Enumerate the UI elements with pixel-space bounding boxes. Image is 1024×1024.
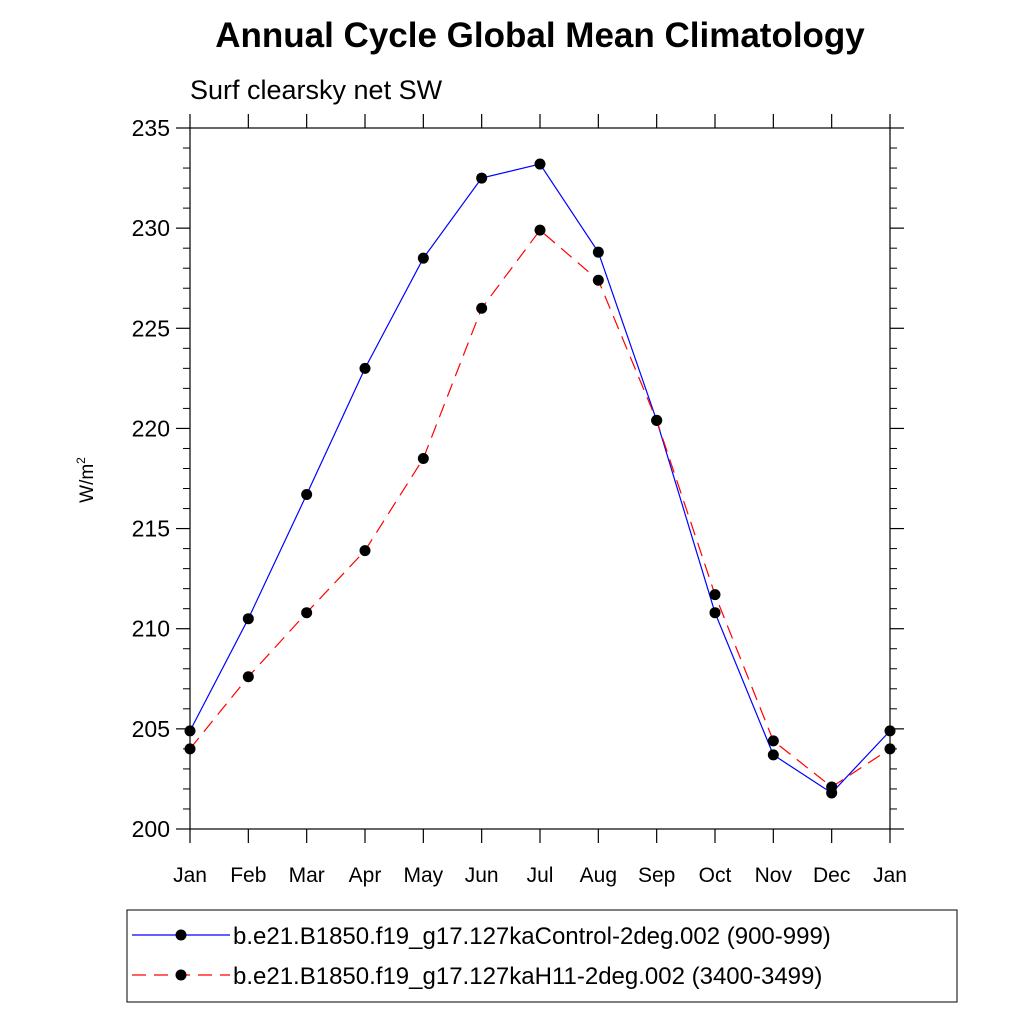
legend-marker — [175, 929, 187, 941]
x-tick-label: Jan — [873, 864, 907, 887]
x-tick-label: Jun — [465, 864, 499, 887]
x-tick-label: Jan — [173, 864, 207, 887]
data-point — [476, 172, 488, 184]
legend-marker — [175, 969, 187, 981]
series-1 — [184, 158, 896, 799]
chart-title: Annual Cycle Global Mean Climatology — [215, 16, 865, 55]
x-tick-label: Feb — [230, 864, 266, 887]
x-tick-label: Jul — [527, 864, 554, 887]
data-point — [592, 246, 604, 258]
series-line — [189, 229, 891, 788]
data-point — [476, 302, 488, 314]
y-tick-label: 225 — [132, 315, 170, 341]
data-point — [242, 671, 254, 683]
series-layer — [184, 158, 896, 799]
y-tick-label: 215 — [132, 516, 170, 542]
series-line — [189, 163, 891, 794]
legend: b.e21.B1850.f19_g17.127kaControl-2deg.00… — [126, 909, 958, 1003]
y-axis-label-superscript: 2 — [74, 457, 88, 464]
y-axis-label-text: W/m — [77, 464, 98, 503]
data-point — [767, 749, 779, 761]
data-point — [301, 607, 313, 619]
data-point — [651, 414, 663, 426]
data-point — [767, 735, 779, 747]
y-tick-label: 230 — [132, 215, 170, 241]
data-point — [884, 725, 896, 737]
x-tick-label: Apr — [349, 864, 382, 887]
data-point — [826, 781, 838, 793]
data-point — [709, 589, 721, 601]
y-axis-label: W/m2 — [74, 457, 98, 503]
x-tick-label: May — [403, 864, 443, 887]
data-point — [592, 274, 604, 286]
plot-axes: 200 205 210 215 220 225 230 235 Jan Feb Mar Apr May J… — [74, 114, 907, 887]
x-tick-label: Mar — [289, 864, 325, 887]
series-2 — [184, 224, 896, 793]
data-point — [301, 489, 313, 501]
legend-item: b.e21.B1850.f19_g17.127kaH11-2deg.002 (3… — [132, 963, 822, 990]
x-tick-label: Sep — [638, 864, 675, 887]
data-point — [359, 545, 371, 557]
data-point — [184, 743, 196, 755]
x-tick-label: Nov — [755, 864, 793, 887]
chart-subtitle: Surf clearsky net SW — [190, 75, 443, 105]
legend-item: b.e21.B1850.f19_g17.127kaControl-2deg.00… — [132, 923, 831, 950]
data-point — [709, 607, 721, 619]
data-point — [359, 362, 371, 374]
data-point — [534, 224, 546, 236]
x-tick-label: Dec — [813, 864, 850, 887]
x-tick-label: Aug — [580, 864, 617, 887]
data-point — [884, 743, 896, 755]
legend-label: b.e21.B1850.f19_g17.127kaH11-2deg.002 (3… — [233, 963, 822, 990]
x-tick-label: Oct — [699, 864, 732, 887]
legend-box — [126, 909, 958, 1003]
legend-label: b.e21.B1850.f19_g17.127kaControl-2deg.00… — [233, 923, 831, 950]
y-tick-label: 210 — [132, 616, 170, 642]
data-point — [417, 252, 429, 264]
y-tick-label: 220 — [132, 415, 170, 441]
y-tick-label: 200 — [132, 816, 170, 842]
data-point — [417, 452, 429, 464]
data-point — [534, 158, 546, 170]
y-tick-label: 235 — [132, 115, 170, 141]
data-point — [242, 613, 254, 625]
data-point — [184, 725, 196, 737]
y-tick-label: 205 — [132, 716, 170, 742]
